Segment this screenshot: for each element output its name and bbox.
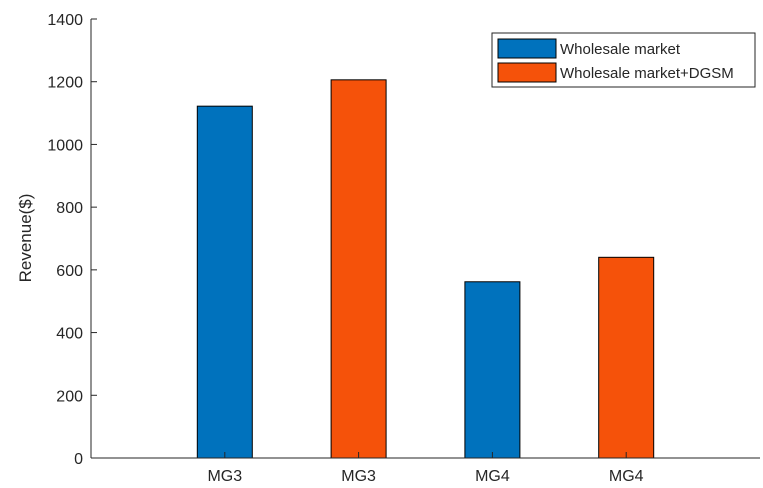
y-tick-label: 800: [56, 200, 83, 217]
x-tick-label: MG3: [341, 468, 376, 485]
legend-label: Wholesale market: [560, 41, 681, 58]
y-axis-label: Revenue($): [16, 194, 35, 283]
x-tick-label: MG4: [475, 468, 510, 485]
bar-mg3-1: [196, 105, 253, 459]
y-tick-label: 1000: [47, 137, 83, 154]
bar-mg3-2: [330, 79, 387, 459]
y-tick-label: 0: [74, 451, 83, 468]
y-tick-label: 400: [56, 326, 83, 343]
y-tick-label: 1200: [47, 75, 83, 92]
legend-swatch: [497, 38, 557, 59]
x-tick-label: MG3: [207, 468, 242, 485]
legend: Wholesale market Wholesale market+DGSM: [491, 32, 756, 88]
y-tick-label: 600: [56, 263, 83, 280]
legend-swatch: [497, 62, 557, 83]
axes-group: MG3 MG3 MG4 MG4 0 200 400 600 800 1000 1200 1400: [47, 12, 760, 485]
bars-group: [196, 79, 655, 459]
bar-mg4-4: [598, 256, 655, 459]
x-tick-label: MG4: [609, 468, 644, 485]
y-tick-label: 1400: [47, 12, 83, 29]
bar-mg4-3: [464, 281, 521, 459]
y-tick-label: 200: [56, 388, 83, 405]
legend-label: Wholesale market+DGSM: [560, 65, 734, 82]
